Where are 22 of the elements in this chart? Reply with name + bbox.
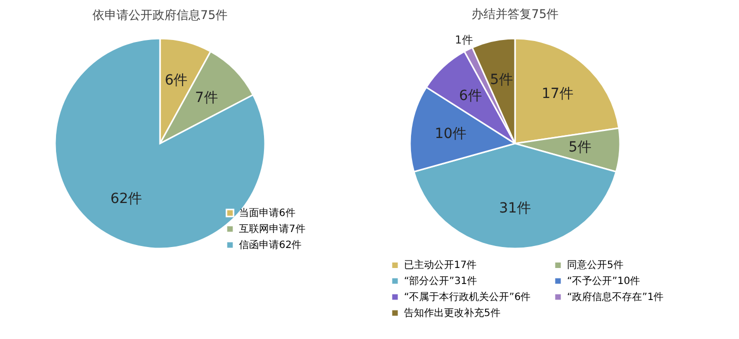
data-label: 17件 [542,86,574,102]
legend-label: 已主动公开17件 [404,259,477,272]
chart-title: 依申请公开政府信息75件 [92,8,228,22]
data-label: 5件 [490,72,513,88]
legend-label: 互联网申请7件 [239,223,306,235]
legend-label: “部分公开”31件 [404,275,478,287]
data-label: 5件 [568,140,592,156]
legend-label: 同意公开5件 [567,259,624,272]
legend-label: “不属于本行政机关公开”6件 [404,291,531,303]
data-label: 62件 [110,191,142,208]
data-label: 31件 [499,200,531,217]
data-label: 1件 [454,33,473,46]
legend-label: “政府信息不存在”1件 [567,291,664,303]
data-label: 6件 [458,88,482,104]
legend-label: “不予公开”10件 [567,275,640,287]
legend-label: 当面申请6件 [239,207,296,219]
chart-title: 办结并答复75件 [471,7,559,22]
data-label: 10件 [434,126,467,142]
legend-label: 告知作出更改补充5件 [404,307,500,319]
data-label: 6件 [164,72,188,88]
legend-label: 信函申请62件 [239,239,302,251]
data-label: 7件 [195,90,218,106]
